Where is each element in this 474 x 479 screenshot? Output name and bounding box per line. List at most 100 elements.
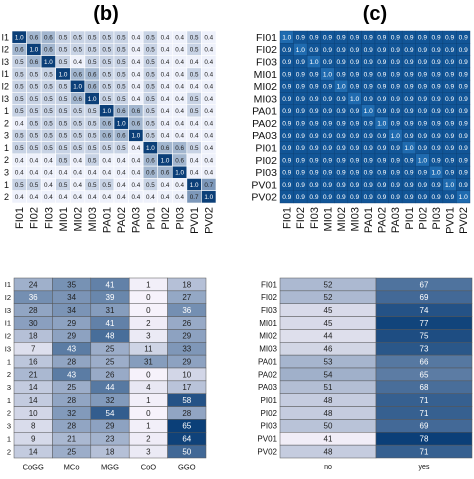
heatmap-b-cell-value: 0.4 [15,170,24,177]
heatmap-b-cell-value: 0.5 [15,71,24,78]
heatmap-c-cell-value: 0.9 [391,145,400,152]
heatmap-bottom-left-row-label: I2 [5,293,11,302]
heatmap-c-cell-value: 0.9 [323,59,332,66]
heatmap-c-cell-value: 0.9 [350,35,359,42]
heatmap-b-cell-value: 0.4 [131,96,140,103]
heatmap-b-cell-value: 0.5 [15,133,24,140]
heatmap-c-cell-value: 0.9 [431,157,440,164]
heatmap-bottom-left-col-label: CoO [141,463,157,472]
heatmap-c-cell-value: 0.9 [459,145,468,152]
heatmap-bottom-left-cell-value: 26 [182,319,191,328]
heatmap-b-cell-value: 0.6 [29,34,38,41]
heatmap-bottom-left-col-label: CoGG [23,463,44,472]
heatmap-b-cell-value: 0.6 [44,34,53,41]
heatmap-b-col-label: FI01 [14,207,26,229]
heatmap-c-cell-value: 0.9 [350,47,359,54]
heatmap-bottom-right-row-label: FI02 [261,293,278,302]
heatmap-c-cell-value: 0.9 [350,145,359,152]
heatmap-bottom-right-cell-value: 51 [324,383,333,392]
heatmap-bottom-right-row-label: FI01 [261,280,278,289]
heatmap-c-cell-value: 0.9 [431,71,440,78]
heatmap-b-cell-value: 0.5 [88,34,97,41]
heatmap-b-cell-value: 0.5 [29,96,38,103]
heatmap-c-cell-value: 0.9 [377,71,386,78]
heatmap-c-cell-value: 1.0 [391,133,400,140]
heatmap-c-cell-value: 0.9 [391,96,400,103]
heatmap-b-cell-value: 0.5 [102,34,111,41]
heatmap-c-cell-value: 0.9 [445,84,454,91]
heatmap-b-cell-value: 0.5 [190,47,199,54]
heatmap-b-cell-value: 0.5 [88,108,97,115]
heatmap-c-cell-value: 0.9 [336,133,345,140]
heatmap-b-cell-value: 0.5 [88,157,97,164]
heatmap-c-cell-value: 0.9 [336,35,345,42]
heatmap-c-cell-value: 0.9 [404,182,413,189]
heatmap-b-cell-value: 0.5 [117,59,126,66]
heatmap-bottom-right-row-label: PI01 [261,396,278,405]
heatmap-b-cell-value: 0.5 [73,34,82,41]
heatmap-c-cell-value: 0.9 [282,133,291,140]
heatmap-c-cell-value: 0.9 [418,133,427,140]
heatmap-c-cell-value: 0.9 [350,133,359,140]
heatmap-bottom-left-row-label: 2 [7,447,11,456]
heatmap-c-cell-value: 1.0 [377,121,386,128]
heatmap-c-cell-value: 0.9 [418,47,427,54]
heatmap-c-cell-value: 0.9 [336,59,345,66]
heatmap-c-cell-value: 0.9 [391,170,400,177]
heatmap-c-col-label: PI02 [417,207,429,230]
heatmap-bottom-right-cell-value: 50 [324,422,333,431]
heatmap-c-cell-value: 0.9 [377,47,386,54]
heatmap-c-cell-value: 0.9 [445,35,454,42]
heatmap-b-cell-value: 0.4 [175,34,184,41]
heatmap-c-cell-value: 0.9 [459,71,468,78]
heatmap-c-cell-value: 0.9 [391,35,400,42]
heatmap-c-cell-value: 1.0 [404,145,413,152]
heatmap-c-cell-value: 0.9 [431,194,440,201]
heatmap-b-cell-value: 0.5 [44,108,53,115]
heatmap-b-cell-value: 0.5 [88,182,97,189]
heatmap-bottom-left-row-label: I1 [5,319,11,328]
heatmap-b: 1.0 0.6 0.6 0.5 0.5 0.5 0.5 0.5 0.4 0.5 0.4 0.4 0.5 0… [1,30,217,234]
heatmap-c-cell-value: 1.0 [431,170,440,177]
heatmap-bottom-left-cell-value: 41 [106,280,115,289]
heatmap-c-cell-value: 0.9 [350,71,359,78]
heatmap-b-cell-value: 0.5 [190,145,199,152]
heatmap-c-cell-value: 0.9 [445,157,454,164]
heatmap-b-cell-value: 1.0 [146,145,155,152]
heatmap-c-cell-value: 0.9 [309,182,318,189]
heatmap-c-col-label: PV02 [458,207,470,234]
heatmap-c-cell-value: 0.9 [336,182,345,189]
heatmap-c-cell-value: 0.9 [296,96,305,103]
heatmap-bottom-left-row-label: 2 [7,409,11,418]
heatmap-c-cell-value: 1.0 [309,59,318,66]
heatmap-bottom-left-cell-value: 1 [146,280,151,289]
heatmap-c-cell-value: 0.9 [323,84,332,91]
heatmap-c-cell-value: 0.9 [323,35,332,42]
heatmap-c-cell [456,190,471,204]
heatmap-bottom-left-cell-value: 14 [29,396,38,405]
heatmap-b-cell-value: 0.4 [175,71,184,78]
heatmap-b-cell-value: 0.5 [88,133,97,140]
heatmap-b-cell-value: 0.4 [73,170,82,177]
heatmap-c-cell-value: 0.9 [309,71,318,78]
heatmap-b-cell-value: 0.4 [44,182,53,189]
heatmap-c-cell-value: 0.9 [445,71,454,78]
heatmap-b-cell-value: 0.5 [146,34,155,41]
heatmap-b-cell-value: 0.4 [29,157,38,164]
heatmap-b-cell-value: 0.5 [29,120,38,127]
heatmap-c-cell-value: 0.9 [418,59,427,66]
heatmap-c-cell-value: 0.9 [418,108,427,115]
heatmap-b-cell-value: 0.4 [117,194,126,201]
heatmap-b-cell-value: 0.5 [102,145,111,152]
heatmap-bottom-right-cell-value: 66 [420,357,429,366]
heatmap-c-row-label: FI01 [256,32,277,44]
heatmap-b-cell-value: 0.4 [131,194,140,201]
heatmap-bottom-left-cell-value: 43 [67,370,76,379]
heatmap-bottom-right-cell-value: 69 [420,422,429,431]
heatmap-b-cell-value: 1.0 [102,108,111,115]
heatmap-b-cell-value: 0.4 [73,194,82,201]
heatmap-c-cell-value: 0.9 [309,35,318,42]
heatmap-b-cell-value: 0.5 [59,145,68,152]
heatmap-bottom-right-cell-value: 53 [324,357,333,366]
heatmap-c-cell-value: 0.9 [364,170,373,177]
